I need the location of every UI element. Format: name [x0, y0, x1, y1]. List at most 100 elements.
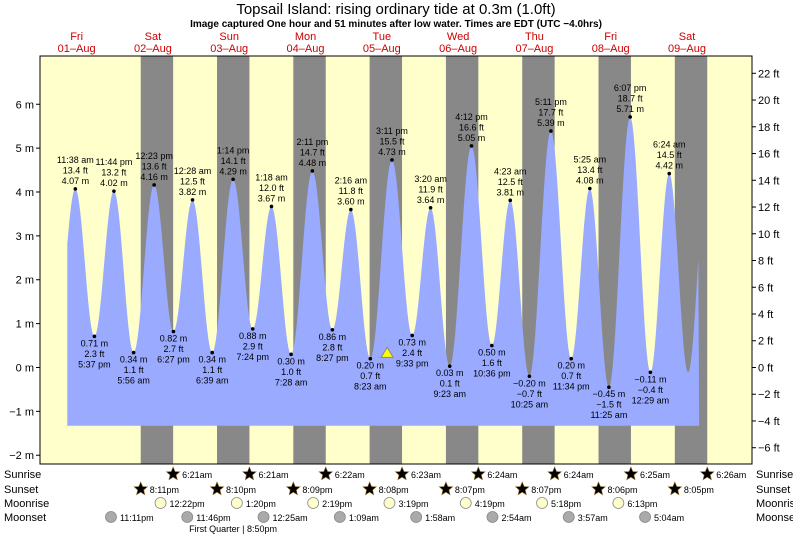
day-header: Fri01–AugSat02–AugSun03–AugMon04–AugTue0…	[58, 31, 706, 55]
moonset-time: 3:57am	[578, 513, 608, 523]
moonrise-icon	[383, 497, 396, 509]
tide-label: 2.9 ft	[243, 341, 264, 351]
right-tick-label: 12 ft	[758, 202, 779, 214]
moonset-time: 2:54am	[501, 513, 531, 523]
sunset-icon	[667, 481, 683, 496]
current-level-marker	[380, 346, 395, 358]
tide-label: 10:36 pm	[473, 369, 511, 379]
sunrise-icon	[547, 466, 563, 481]
tide-label: 0.82 m	[160, 334, 188, 344]
moonset-time: 1:09am	[349, 513, 379, 523]
moonrise-icon	[459, 497, 472, 509]
tide-label: 5.39 m	[537, 118, 565, 128]
tide-label: 0.71 m	[81, 338, 109, 348]
sunset-time: 8:09pm	[302, 485, 332, 495]
tide-label: −0.20 m	[513, 378, 546, 388]
day-date: 02–Aug	[134, 43, 172, 55]
tide-label: 14.1 ft	[221, 156, 247, 166]
tide-label: 0.20 m	[357, 361, 385, 371]
tide-label: 1:14 pm	[217, 145, 250, 155]
tide-label: 13.4 ft	[577, 165, 603, 175]
tide-label: 16.6 ft	[459, 122, 485, 132]
tide-label: 4.08 m	[576, 175, 604, 185]
tide-label: 6:27 pm	[157, 355, 190, 365]
tide-point	[390, 158, 394, 162]
sunset-time: 8:07pm	[455, 485, 485, 495]
moonrise-icon	[536, 497, 548, 509]
tide-label: 9:33 pm	[396, 358, 429, 368]
sunrise-row-label: Sunrise	[4, 469, 41, 481]
tide-label: 11:34 pm	[553, 382, 590, 392]
tide-point	[112, 189, 116, 193]
tide-label: 2.8 ft	[322, 342, 343, 352]
day-date: 06–Aug	[439, 43, 477, 55]
moonset-icon	[639, 511, 651, 523]
tide-label: −0.45 m	[593, 389, 626, 399]
day-name: Fri	[70, 31, 83, 43]
plot-border	[39, 55, 753, 465]
day-date: 03–Aug	[210, 43, 248, 55]
tide-label: −1.5 ft	[596, 400, 622, 410]
day-date: 07–Aug	[515, 43, 553, 55]
day-name: Wed	[447, 31, 469, 43]
day-name: Mon	[295, 31, 316, 43]
tide-label: 14.7 ft	[300, 147, 326, 157]
tide-point	[588, 186, 592, 191]
tide-label: 15.5 ft	[379, 136, 405, 146]
tide-label: 14.5 ft	[657, 150, 683, 160]
tide-point	[648, 370, 653, 375]
tide-label: 12:23 pm	[135, 151, 173, 161]
tide-label: −0.7 ft	[517, 389, 543, 399]
sunrise-icon	[318, 466, 334, 481]
tide-point	[210, 350, 215, 355]
tide-point	[447, 364, 452, 368]
chart-subtitle: Image captured One hour and 51 minutes a…	[190, 19, 602, 30]
moonset-row-label-right: Moonset	[756, 512, 793, 524]
sunrise-time: 6:25am	[640, 470, 670, 480]
tide-label: 17.7 ft	[538, 108, 564, 118]
tide-label: 3.64 m	[417, 195, 445, 205]
right-tick-label: 22 ft	[758, 68, 779, 80]
tide-label: 2.3 ft	[84, 349, 105, 359]
sunset-icon	[438, 481, 454, 496]
tide-point	[469, 144, 474, 148]
sunrise-icon	[623, 466, 639, 481]
tide-point	[190, 198, 195, 202]
tide-point	[231, 177, 235, 182]
tide-label: 0.20 m	[557, 361, 585, 371]
moonrise-time: 5:18pm	[551, 499, 581, 509]
sunset-icon	[362, 481, 378, 496]
tide-label: 12:28 am	[174, 166, 212, 176]
left-tick-label: 3 m	[16, 231, 34, 243]
tide-point	[410, 333, 414, 338]
sunset-row-label-right: Sunset	[756, 484, 790, 496]
moonset-icon	[410, 511, 423, 523]
tide-label: 11:25 am	[590, 410, 627, 420]
tide-label: 11:38 am	[57, 155, 94, 165]
sunrise-row-label-right: Sunrise	[756, 469, 793, 481]
tide-label: 0.50 m	[478, 348, 506, 358]
sunset-icon	[591, 481, 606, 496]
tide-label: 4.16 m	[140, 172, 168, 182]
sunrise-icon	[470, 466, 486, 481]
moonset-row-label: Moonset	[4, 512, 46, 524]
sunset-icon	[133, 481, 149, 496]
tide-label: 5:25 am	[574, 154, 607, 164]
sunrise-time: 6:22am	[335, 470, 365, 480]
left-tick-label: 4 m	[16, 187, 34, 199]
day-name: Tue	[373, 31, 392, 43]
moonset-icon	[105, 511, 117, 523]
moonrise-time: 4:19pm	[475, 499, 505, 509]
sunrise-time: 6:24am	[487, 470, 517, 480]
moonset-icon	[562, 511, 575, 523]
tide-label: 6:24 am	[653, 140, 686, 150]
right-tick-label: 0 ft	[758, 362, 773, 374]
tide-label: 4.07 m	[62, 176, 90, 186]
tide-label: 12.5 ft	[180, 176, 206, 186]
tide-label: 4.48 m	[299, 158, 327, 168]
tide-point	[549, 129, 553, 133]
sunrise-time: 6:24am	[564, 470, 594, 480]
right-tick-label: −4 ft	[758, 416, 780, 428]
